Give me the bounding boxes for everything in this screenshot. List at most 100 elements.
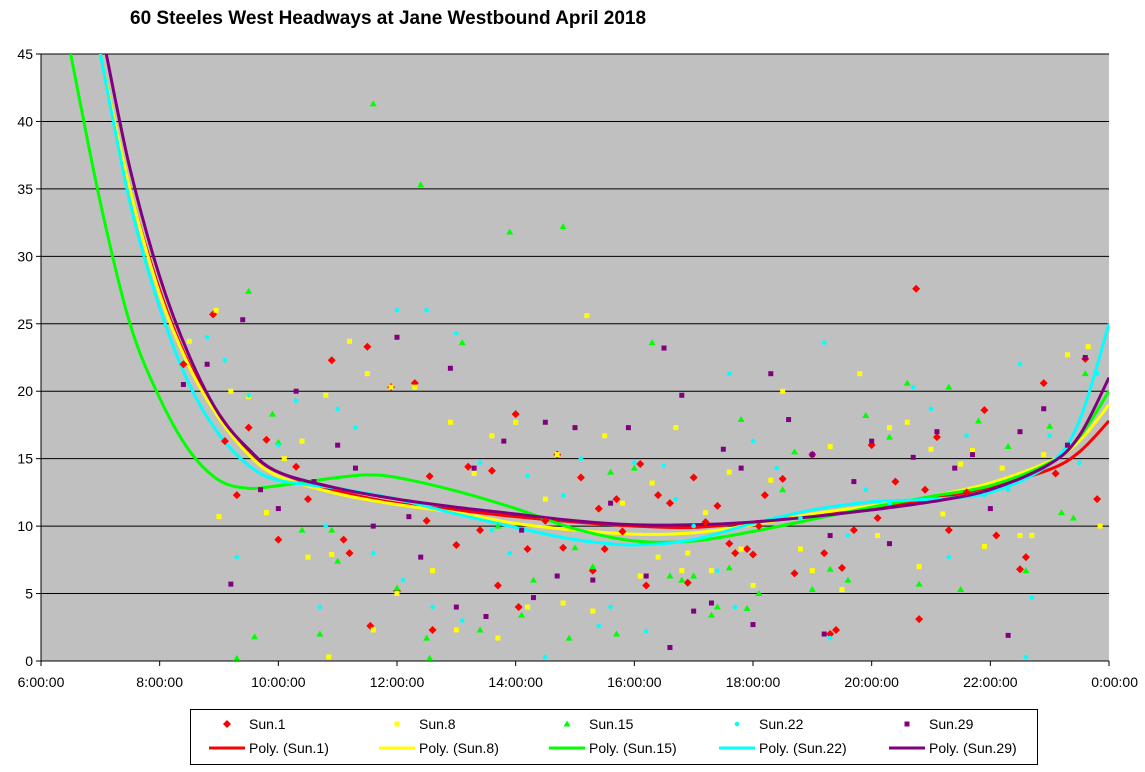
- data-point: [689, 473, 698, 482]
- data-point: [673, 496, 679, 502]
- data-point: [755, 590, 763, 597]
- data-point: [708, 600, 714, 606]
- data-point: [425, 472, 434, 481]
- data-point: [560, 600, 566, 606]
- data-point: [1029, 533, 1035, 539]
- data-point: [299, 438, 305, 444]
- data-point: [1058, 509, 1066, 516]
- data-point: [1016, 565, 1024, 574]
- data-point: [213, 307, 219, 313]
- data-point: [786, 417, 792, 423]
- data-point: [982, 492, 987, 498]
- data-point: [886, 541, 892, 547]
- x-tick-label: 0:00:00: [1091, 674, 1138, 690]
- data-point: [725, 564, 733, 571]
- data-point: [232, 491, 241, 500]
- data-point: [970, 452, 976, 458]
- data-point: [974, 417, 982, 424]
- data-point: [1041, 406, 1047, 412]
- legend-marker: [394, 721, 400, 727]
- data-point: [1017, 429, 1023, 435]
- legend-marker: [904, 721, 910, 727]
- data-point: [625, 425, 631, 431]
- data-point: [180, 381, 186, 387]
- data-point: [453, 604, 459, 610]
- data-point: [928, 406, 934, 412]
- data-point: [619, 500, 625, 506]
- data-point: [768, 371, 774, 377]
- data-point: [885, 433, 893, 440]
- data-point: [691, 608, 697, 614]
- legend-label: Sun.1: [249, 716, 286, 732]
- x-tick-label: 12:00:00: [370, 674, 425, 690]
- data-point: [1082, 355, 1088, 360]
- data-point: [1094, 371, 1100, 376]
- data-point: [559, 543, 568, 552]
- y-tick-label: 10: [17, 518, 33, 534]
- plot-area: [41, 54, 1109, 661]
- data-point: [1093, 495, 1102, 504]
- data-point: [661, 345, 667, 351]
- data-point: [970, 448, 976, 454]
- data-point: [690, 572, 698, 579]
- legend-item: Poly. (Sun.29): [889, 738, 1017, 758]
- data-point: [600, 545, 609, 554]
- data-point: [1085, 344, 1091, 350]
- data-point: [613, 630, 621, 637]
- data-point: [204, 361, 210, 367]
- data-point: [364, 371, 370, 377]
- data-point: [790, 569, 799, 578]
- data-point: [329, 551, 335, 557]
- data-point: [649, 480, 655, 486]
- data-point: [1005, 632, 1011, 638]
- legend-item: Sun.29: [889, 714, 973, 734]
- data-point: [447, 419, 453, 425]
- y-tick-label: 25: [17, 316, 33, 332]
- data-point: [612, 495, 621, 504]
- data-point: [808, 586, 816, 593]
- data-point: [1017, 361, 1023, 367]
- legend-item: Sun.15: [549, 714, 633, 734]
- data-point: [305, 554, 311, 560]
- data-point: [222, 357, 228, 363]
- data-point: [655, 554, 661, 560]
- legend-label: Poly. (Sun.1): [249, 740, 329, 756]
- data-point: [713, 501, 722, 510]
- data-point: [779, 486, 787, 493]
- data-point: [576, 473, 585, 482]
- data-point: [602, 433, 608, 439]
- legend-marker: [734, 721, 740, 727]
- data-point: [541, 516, 550, 525]
- data-point: [543, 654, 548, 660]
- data-point: [204, 334, 210, 340]
- data-point: [489, 433, 495, 439]
- data-point: [518, 611, 526, 618]
- data-point: [422, 516, 431, 525]
- data-point: [328, 526, 336, 533]
- legend-label: Poly. (Sun.15): [589, 740, 677, 756]
- data-point: [809, 452, 815, 458]
- data-point: [565, 634, 573, 641]
- trendlines: [69, 54, 1109, 547]
- data-point: [667, 645, 673, 651]
- data-point: [685, 550, 691, 556]
- data-point: [1081, 370, 1089, 377]
- data-point: [637, 573, 643, 579]
- data-point: [525, 604, 531, 610]
- legend-marker: [563, 720, 571, 727]
- data-point: [750, 622, 756, 628]
- data-point: [369, 100, 377, 107]
- data-point: [826, 565, 834, 572]
- data-point: [458, 339, 466, 346]
- data-point: [542, 419, 548, 425]
- legend-item: Sun.1: [209, 714, 286, 734]
- data-point: [839, 587, 845, 593]
- data-point: [726, 371, 732, 376]
- data-point: [809, 568, 815, 574]
- data-point: [347, 338, 353, 344]
- data-point: [869, 438, 875, 444]
- chart-title: 60 Steeles West Headways at Jane Westbou…: [130, 8, 647, 29]
- legend-key: [719, 714, 757, 734]
- data-point: [832, 625, 841, 634]
- data-point: [494, 522, 502, 529]
